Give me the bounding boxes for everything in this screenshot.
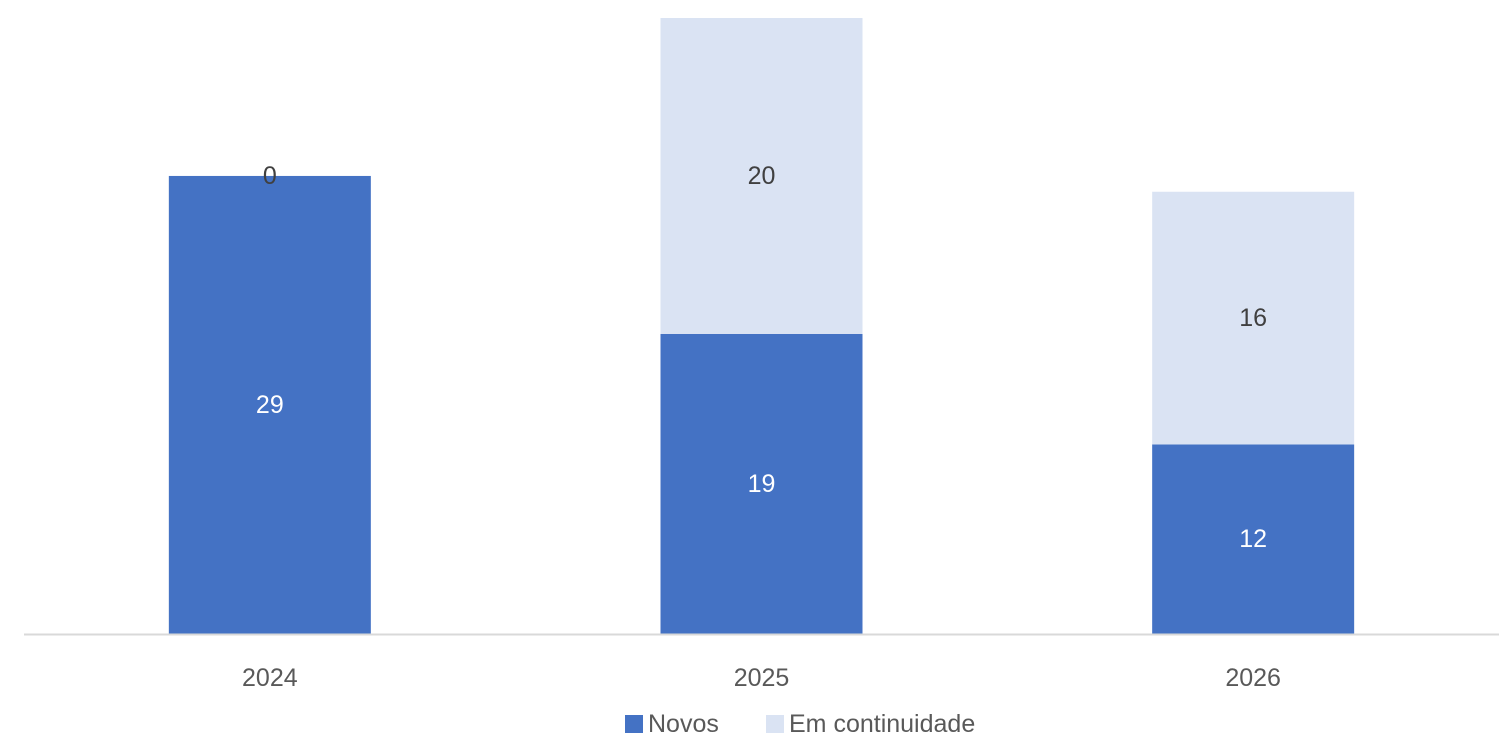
legend: Novos Em continuidade xyxy=(625,710,975,738)
x-tick-label-2025: 2025 xyxy=(734,664,790,692)
bar-novos-2024 xyxy=(168,175,371,634)
x-tick-labels: 2024 2025 2026 xyxy=(242,664,1281,692)
bar-novos-2025 xyxy=(660,333,863,634)
bar-novos-2026 xyxy=(1152,444,1355,634)
legend-swatch-novos xyxy=(625,715,643,733)
bar-em-continuidade-2025 xyxy=(660,18,863,334)
data-label-em-continuidade-2025: 20 xyxy=(748,162,776,190)
x-tick-label-2026: 2026 xyxy=(1225,664,1281,692)
legend-label-novos: Novos xyxy=(648,710,719,738)
data-label-novos-2024: 29 xyxy=(256,391,284,419)
data-label-novos-2026: 12 xyxy=(1239,525,1267,553)
data-labels-layer: 29 0 19 20 12 16 xyxy=(256,162,1267,553)
bars-layer xyxy=(168,18,1355,634)
data-label-em-continuidade-2024: 0 xyxy=(263,162,277,190)
data-label-em-continuidade-2026: 16 xyxy=(1239,304,1267,332)
bar-em-continuidade-2026 xyxy=(1152,191,1355,445)
legend-swatch-em-continuidade xyxy=(766,715,784,733)
data-label-novos-2025: 19 xyxy=(748,470,776,498)
x-tick-label-2024: 2024 xyxy=(242,664,298,692)
legend-label-em-continuidade: Em continuidade xyxy=(789,710,975,738)
